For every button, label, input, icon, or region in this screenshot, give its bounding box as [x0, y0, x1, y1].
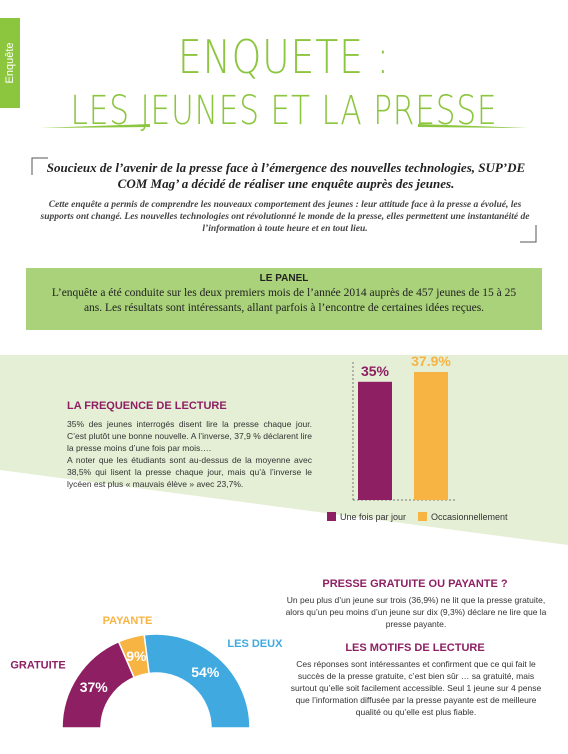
section-tab: Enquête: [0, 18, 20, 108]
category-label: PAYANTE: [103, 615, 153, 627]
value-label: 9%: [126, 648, 147, 664]
corner: [520, 225, 537, 243]
section-text: Un peu plus d’un jeune sur trois (36,9%)…: [285, 595, 547, 629]
panel-text: L’enquête a été conduite sur les deux pr…: [51, 287, 517, 314]
corner: [31, 157, 48, 175]
section-title: PRESSE GRATUITE OU PAYANTE ?: [322, 578, 508, 590]
section-title: LA FREQUENCE DE LECTURE: [67, 400, 227, 412]
legend-swatch: [327, 512, 336, 521]
title: ENQUETE :: [177, 30, 391, 84]
section-text: Ces réponses sont intéressantes et confi…: [290, 659, 542, 717]
value-label: 35%: [361, 363, 390, 379]
paragraph: 35% des jeunes interrogés disent lire la…: [67, 419, 312, 453]
value-label: 37%: [80, 679, 109, 695]
legend-swatch: [418, 512, 427, 521]
category-label: GRATUITE: [10, 660, 65, 672]
section-title: LES MOTIFS DE LECTURE: [345, 642, 485, 654]
panel: LE PANEL L’enquête a été conduite sur le…: [26, 268, 542, 330]
legend-label: Occasionnellement: [431, 512, 508, 522]
bar: [358, 381, 392, 500]
intro-body: Cette enquête a permis de comprendre les…: [40, 200, 530, 234]
rule: [40, 124, 150, 128]
subtitle: LES JEUNES ET LA PRESSE: [70, 88, 498, 134]
panel-title: LE PANEL: [259, 273, 309, 284]
value-label: 37.9%: [411, 353, 451, 369]
bar: [414, 372, 448, 500]
slice: [143, 633, 251, 729]
paragraph: A noter que les étudiants sont au-dessus…: [67, 455, 312, 489]
section-text: 35% des jeunes interrogés disent lire la…: [67, 418, 312, 490]
legend-label: Une fois par jour: [340, 512, 406, 522]
category-label: LES DEUX: [227, 638, 283, 650]
value-label: 54%: [191, 664, 220, 680]
tab-label: Enquête: [4, 42, 16, 84]
intro-lead: Soucieux de l’avenir de la presse face à…: [46, 160, 526, 191]
rule: [418, 124, 528, 128]
